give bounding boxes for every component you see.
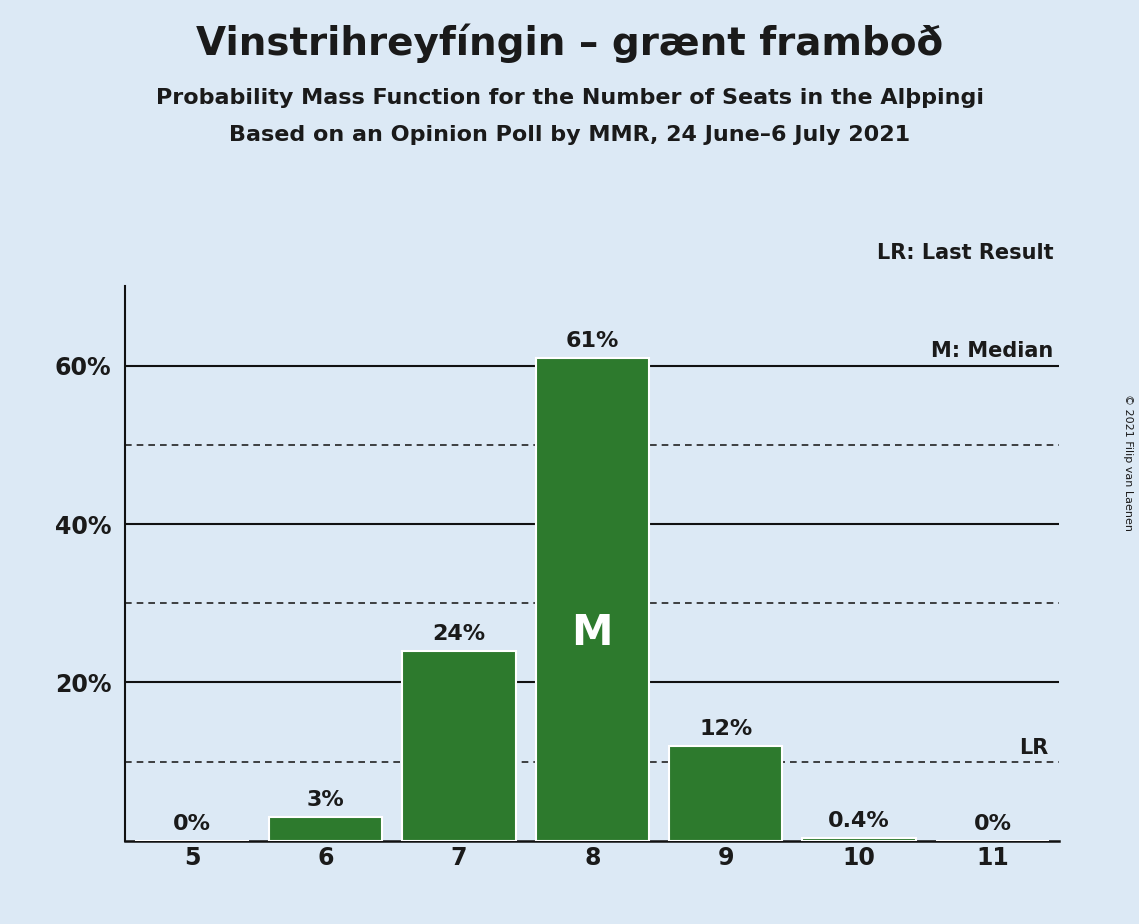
Bar <box>669 746 782 841</box>
Bar <box>802 838 916 841</box>
Text: M: M <box>572 612 613 654</box>
Text: Vinstrihreyfíngin – grænt framboð: Vinstrihreyfíngin – grænt framboð <box>196 23 943 63</box>
Text: © 2021 Filip van Laenen: © 2021 Filip van Laenen <box>1123 394 1132 530</box>
Text: M: Median: M: Median <box>932 341 1054 361</box>
Text: 12%: 12% <box>699 719 753 738</box>
Text: 61%: 61% <box>566 331 618 350</box>
Bar <box>402 650 516 841</box>
Text: LR: LR <box>1019 737 1049 758</box>
Text: Probability Mass Function for the Number of Seats in the Alþpingi: Probability Mass Function for the Number… <box>156 88 983 108</box>
Text: 0%: 0% <box>173 814 211 833</box>
Text: Based on an Opinion Poll by MMR, 24 June–6 July 2021: Based on an Opinion Poll by MMR, 24 June… <box>229 125 910 145</box>
Text: 3%: 3% <box>306 790 344 810</box>
Text: LR: Last Result: LR: Last Result <box>877 243 1054 263</box>
Text: 0%: 0% <box>974 814 1011 833</box>
Text: 24%: 24% <box>433 624 485 644</box>
Bar <box>535 358 649 841</box>
Bar <box>269 817 383 841</box>
Text: 0.4%: 0.4% <box>828 810 890 831</box>
